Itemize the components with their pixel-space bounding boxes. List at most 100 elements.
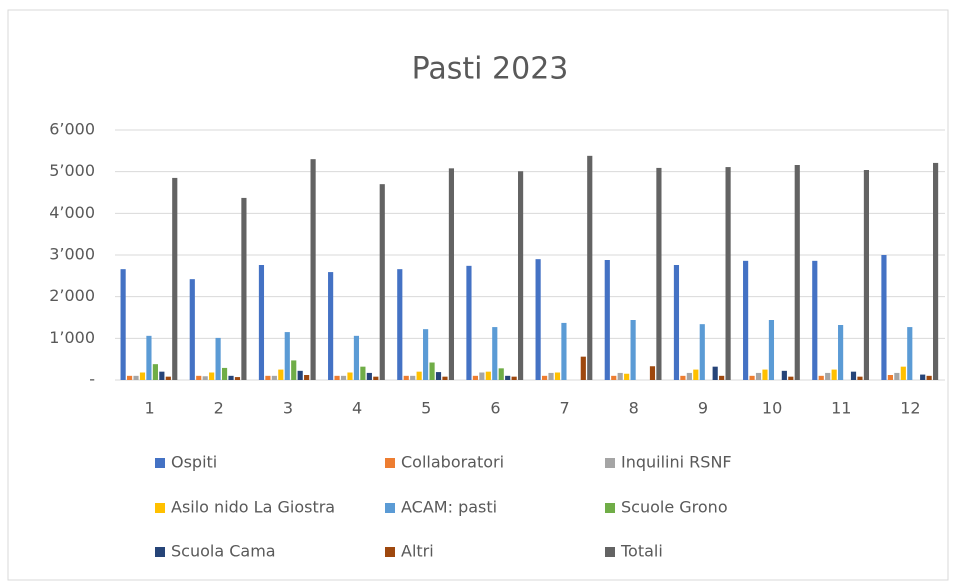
bar xyxy=(435,372,442,380)
x-tick-label: 11 xyxy=(831,399,851,418)
legend-swatch xyxy=(605,458,615,468)
bar xyxy=(762,369,768,380)
legend-swatch xyxy=(605,547,615,557)
bar xyxy=(693,369,699,380)
bar xyxy=(699,324,705,380)
bar xyxy=(894,372,900,380)
bar xyxy=(429,362,435,380)
bar xyxy=(812,260,818,380)
bar xyxy=(360,366,366,380)
bar xyxy=(794,165,800,380)
bar xyxy=(907,327,913,380)
bar xyxy=(604,260,610,380)
y-tick-label: 4’000 xyxy=(49,203,95,222)
bar xyxy=(328,272,334,380)
bar xyxy=(189,279,195,380)
bar xyxy=(548,372,554,380)
bar xyxy=(265,375,271,380)
legend-swatch xyxy=(385,503,395,513)
x-tick-label: 10 xyxy=(762,399,782,418)
legend-swatch xyxy=(385,458,395,468)
bar xyxy=(611,375,617,380)
bar xyxy=(535,259,541,380)
bar xyxy=(624,373,630,380)
bar xyxy=(887,375,893,380)
bar xyxy=(448,168,455,380)
bar xyxy=(850,371,857,380)
bar xyxy=(278,369,284,380)
bar xyxy=(825,372,831,380)
x-tick-label: 4 xyxy=(352,399,362,418)
bar xyxy=(863,170,870,380)
x-tick-label: 8 xyxy=(629,399,639,418)
bar xyxy=(541,375,548,380)
x-tick-label: 9 xyxy=(698,399,708,418)
bar xyxy=(271,375,277,380)
legend-swatch xyxy=(605,503,615,513)
x-tick-label: 12 xyxy=(900,399,920,418)
bar xyxy=(410,375,416,380)
bar xyxy=(831,369,837,380)
bar xyxy=(630,320,636,380)
bar xyxy=(686,372,692,380)
bar xyxy=(416,371,422,380)
bar xyxy=(749,375,755,380)
bar xyxy=(881,255,887,380)
y-tick-label: 2’000 xyxy=(49,286,95,305)
bar xyxy=(485,371,491,380)
bar xyxy=(712,366,718,380)
bar xyxy=(492,327,498,380)
bar xyxy=(310,159,316,380)
bar xyxy=(649,366,656,380)
bar xyxy=(165,376,171,380)
legend-swatch xyxy=(385,547,395,557)
legend-label: Inquilini RSNF xyxy=(621,453,732,472)
bar xyxy=(900,366,906,380)
bar xyxy=(347,372,353,380)
bar xyxy=(768,320,775,380)
bar xyxy=(202,376,208,380)
bar xyxy=(241,197,247,380)
bar xyxy=(788,376,794,380)
legend-swatch xyxy=(155,503,165,513)
bar xyxy=(466,265,472,380)
bar xyxy=(258,265,265,380)
bar xyxy=(838,325,844,380)
bar xyxy=(297,370,303,380)
y-tick-label: 6’000 xyxy=(49,120,95,139)
legend-swatch xyxy=(155,547,165,557)
bar xyxy=(926,375,932,380)
bar xyxy=(680,375,686,380)
bar xyxy=(554,372,561,380)
bar xyxy=(920,374,926,380)
bar xyxy=(403,375,409,380)
bar xyxy=(505,375,511,380)
bar xyxy=(743,260,749,380)
bar xyxy=(234,377,241,380)
x-tick-label: 6 xyxy=(490,399,500,418)
bar xyxy=(334,375,340,380)
legend-label: Collaboratori xyxy=(401,453,504,472)
bar xyxy=(139,372,146,380)
legend-label: Scuola Cama xyxy=(171,542,276,561)
chart-frame xyxy=(7,9,949,581)
bar xyxy=(498,368,504,380)
bar xyxy=(442,376,448,380)
bar xyxy=(587,155,593,380)
bar xyxy=(755,372,762,380)
legend-swatch xyxy=(155,458,165,468)
y-tick-label: 1’000 xyxy=(49,328,95,347)
bar xyxy=(423,329,429,380)
legend-label: ACAM: pasti xyxy=(401,498,497,517)
bar xyxy=(366,372,372,380)
bar xyxy=(196,375,202,380)
legend-label: Altri xyxy=(401,542,434,561)
bar xyxy=(353,335,360,380)
x-tick-label: 5 xyxy=(421,399,431,418)
bar xyxy=(146,335,152,380)
bar xyxy=(857,376,863,380)
x-tick-label: 1 xyxy=(144,399,154,418)
bar xyxy=(781,370,787,380)
bar xyxy=(472,375,478,380)
bar xyxy=(725,167,731,380)
